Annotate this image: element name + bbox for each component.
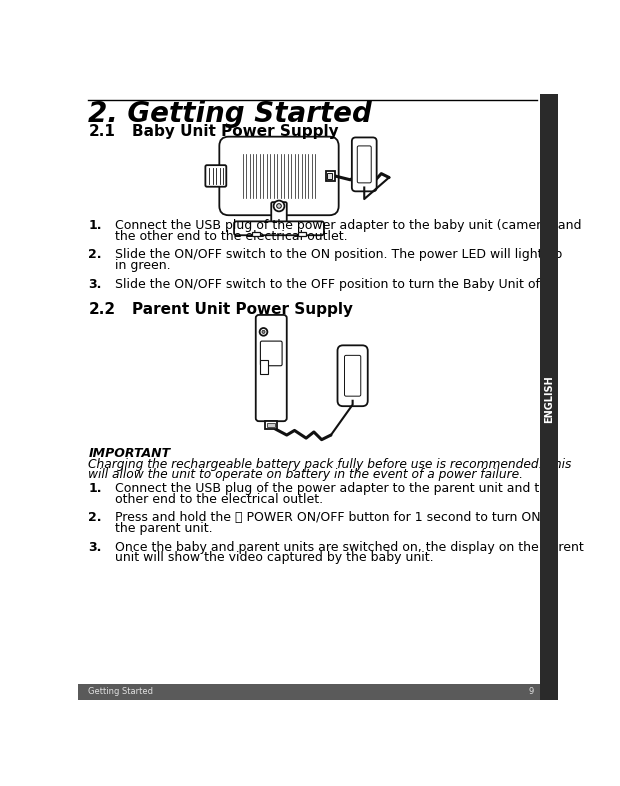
Text: 2. Getting Started: 2. Getting Started xyxy=(88,101,372,128)
Circle shape xyxy=(273,200,285,211)
Circle shape xyxy=(277,204,281,208)
Text: Connect the USB plug of the power adapter to the baby unit (camera) and: Connect the USB plug of the power adapte… xyxy=(115,219,581,232)
Bar xyxy=(326,171,335,182)
Bar xyxy=(267,423,275,428)
Text: 3.: 3. xyxy=(88,277,102,291)
Text: 1.: 1. xyxy=(88,219,102,232)
Circle shape xyxy=(260,328,267,336)
FancyBboxPatch shape xyxy=(234,222,324,235)
Text: Press and hold the ⓕ POWER ON/OFF button for 1 second to turn ON: Press and hold the ⓕ POWER ON/OFF button… xyxy=(115,511,540,524)
Text: unit will show the video captured by the baby unit.: unit will show the video captured by the… xyxy=(115,551,433,564)
Bar xyxy=(260,360,268,374)
Bar xyxy=(252,232,260,236)
Text: Charging the rechargeable battery pack fully before use is recommended. This: Charging the rechargeable battery pack f… xyxy=(88,458,572,471)
FancyBboxPatch shape xyxy=(219,137,339,215)
Text: in green.: in green. xyxy=(115,259,171,272)
Text: 1.: 1. xyxy=(88,482,102,495)
Text: IMPORTANT: IMPORTANT xyxy=(88,447,170,461)
Text: ENGLISH: ENGLISH xyxy=(544,376,554,423)
Bar xyxy=(327,173,332,179)
Bar xyxy=(265,421,278,429)
Text: 3.: 3. xyxy=(88,541,102,553)
Text: will allow the unit to operate on battery in the event of a power failure.: will allow the unit to operate on batter… xyxy=(88,468,523,481)
Text: other end to the electrical outlet.: other end to the electrical outlet. xyxy=(115,493,323,506)
Bar xyxy=(540,94,558,700)
Text: Slide the ON/OFF switch to the ON position. The power LED will light up: Slide the ON/OFF switch to the ON positi… xyxy=(115,248,562,261)
FancyBboxPatch shape xyxy=(357,146,371,183)
Text: 2.1: 2.1 xyxy=(88,123,115,139)
Text: 2.2: 2.2 xyxy=(88,303,115,318)
FancyBboxPatch shape xyxy=(352,138,377,191)
FancyBboxPatch shape xyxy=(345,355,361,396)
Text: 2.: 2. xyxy=(88,248,102,261)
Text: Once the baby and parent units are switched on, the display on the parent: Once the baby and parent units are switc… xyxy=(115,541,583,553)
Text: the parent unit.: the parent unit. xyxy=(115,522,212,535)
Text: the other end to the electrical outlet.: the other end to the electrical outlet. xyxy=(115,230,347,243)
Text: Slide the ON/OFF switch to the OFF position to turn the Baby Unit off.: Slide the ON/OFF switch to the OFF posit… xyxy=(115,277,547,291)
Text: 2.: 2. xyxy=(88,511,102,524)
FancyBboxPatch shape xyxy=(255,315,286,421)
Text: Getting Started: Getting Started xyxy=(88,687,153,696)
FancyBboxPatch shape xyxy=(337,345,368,406)
Text: Baby Unit Power Supply: Baby Unit Power Supply xyxy=(131,123,339,139)
Text: 9: 9 xyxy=(529,687,534,696)
FancyBboxPatch shape xyxy=(260,341,282,365)
FancyBboxPatch shape xyxy=(272,202,286,225)
Bar xyxy=(298,232,306,236)
Text: Connect the USB plug of the power adapter to the parent unit and the: Connect the USB plug of the power adapte… xyxy=(115,482,554,495)
Text: Parent Unit Power Supply: Parent Unit Power Supply xyxy=(131,303,353,318)
FancyBboxPatch shape xyxy=(205,165,226,187)
Circle shape xyxy=(262,330,265,333)
Bar xyxy=(78,684,540,700)
